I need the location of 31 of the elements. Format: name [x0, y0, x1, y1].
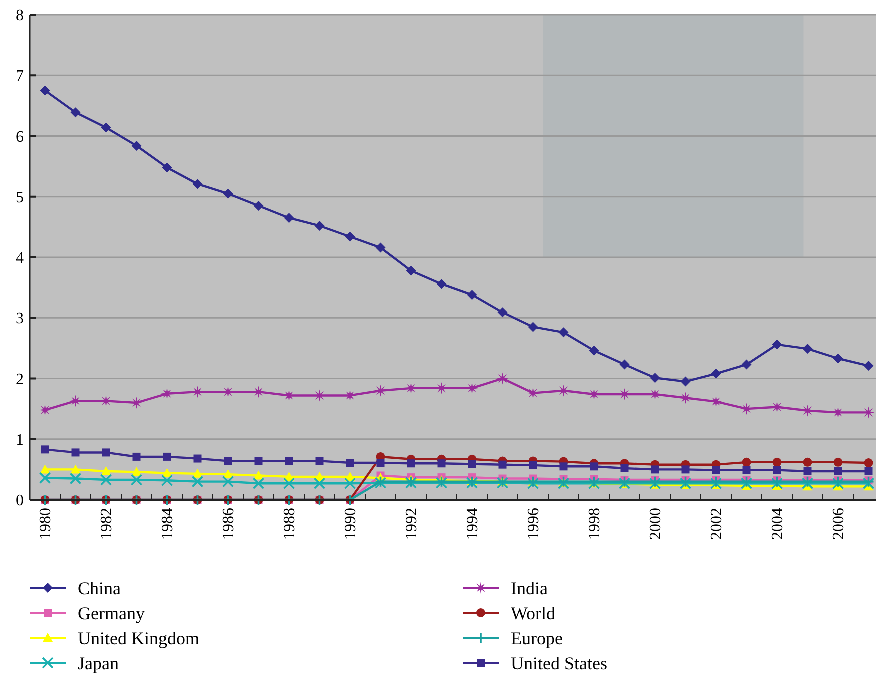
x-tick-label: 1984 [159, 508, 176, 540]
y-tick-label: 8 [16, 8, 24, 25]
x-tick-label: 1980 [37, 508, 54, 540]
legend-label: India [511, 578, 548, 598]
x-tick-label: 2002 [708, 508, 726, 540]
legend-label: Europe [511, 628, 563, 648]
x-tick-label: 2000 [647, 508, 664, 540]
legend-label: World [511, 603, 556, 624]
y-tick-label: 5 [16, 189, 24, 206]
x-tick-label: 2006 [830, 508, 848, 540]
y-tick-label: 1 [16, 432, 24, 449]
y-tick-label: 7 [16, 68, 24, 86]
x-tick-label: 1988 [281, 508, 298, 540]
y-tick-label: 4 [16, 250, 24, 268]
y-tick-label: 6 [16, 128, 24, 146]
legend-label: United Kingdom [78, 628, 200, 648]
y-tick-label: 3 [16, 310, 24, 328]
x-tick-label: 1982 [98, 508, 116, 540]
legend-label: Germany [78, 603, 145, 624]
x-tick-label: 1992 [403, 508, 420, 540]
x-tick-label: 1998 [586, 508, 604, 540]
x-tick-label: 1986 [220, 508, 238, 540]
x-tick-label: 1994 [464, 508, 482, 540]
y-tick-label: 2 [16, 371, 24, 388]
x-tick-label: 1996 [525, 508, 542, 540]
x-tick-label: 1990 [342, 508, 360, 540]
legend-label: China [78, 578, 122, 598]
x-tick-label: 2004 [769, 508, 786, 540]
y-tick-label: 0 [16, 492, 24, 510]
legend-label: Japan [78, 653, 119, 674]
legend-label: United States [511, 653, 608, 674]
